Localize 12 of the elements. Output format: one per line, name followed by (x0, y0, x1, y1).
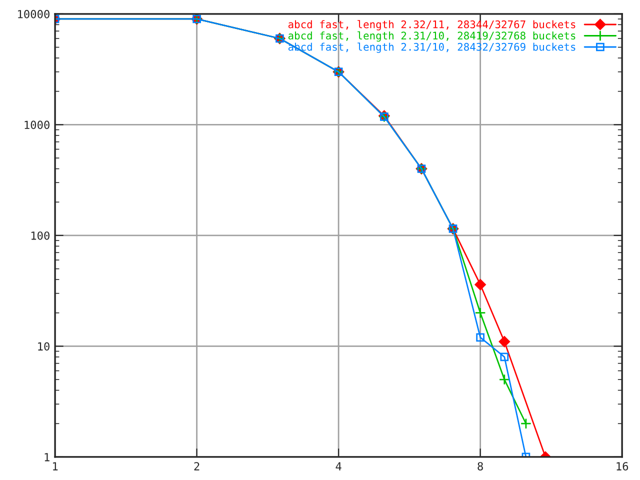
y-tick-label: 1 (44, 453, 50, 462)
y-tick-label: 1000 (24, 120, 50, 130)
x-tick-label: 2 (194, 462, 200, 470)
x-tick-label: 8 (478, 462, 483, 470)
legend-label: abcd fast, length 2.31/10, 28419/32768 buckets (288, 31, 576, 42)
x-tick-label: 16 (616, 462, 628, 470)
y-tick-label: 10000 (18, 10, 50, 18)
x-tick-label: 1 (53, 462, 58, 470)
y-tick-label: 100 (31, 231, 50, 240)
y-tick-label: 10 (38, 342, 50, 351)
legend-label: abcd fast, length 2.32/11, 28344/32767 buckets (288, 20, 576, 30)
x-tick-label: 4 (336, 462, 342, 470)
